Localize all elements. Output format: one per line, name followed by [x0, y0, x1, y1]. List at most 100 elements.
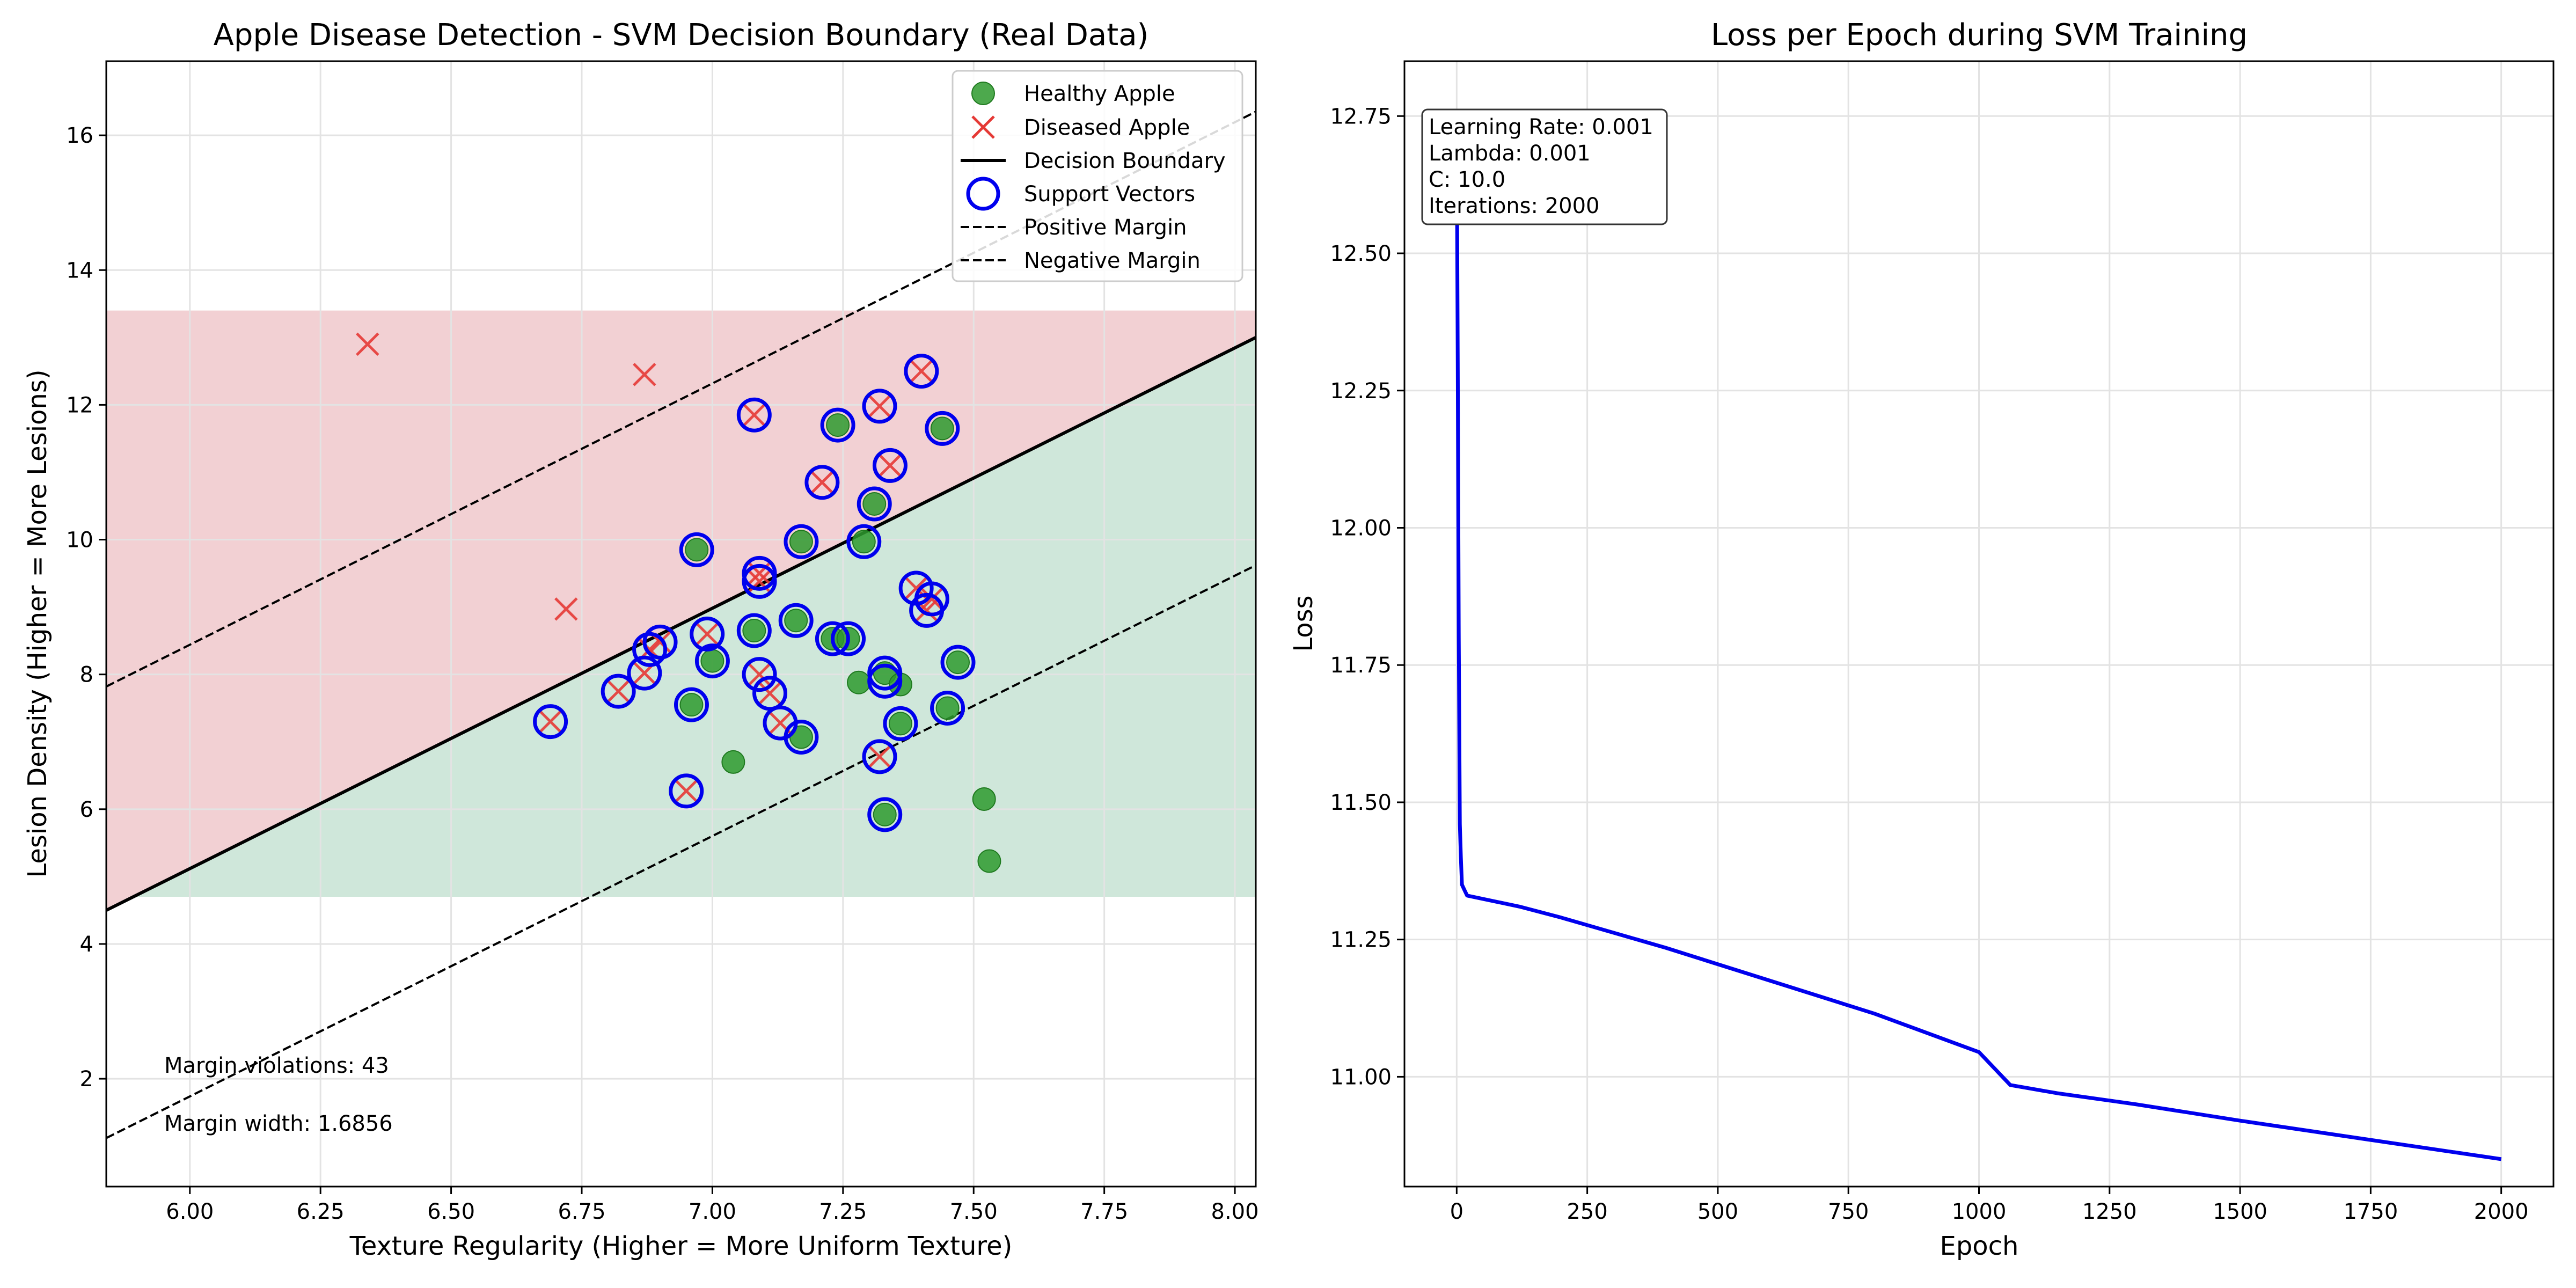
support-vector-ring — [752, 676, 788, 711]
left-x-tick-label: 7.75 — [1080, 1199, 1128, 1224]
left-x-tick-label: 6.25 — [297, 1199, 345, 1224]
support-vector-ring — [742, 657, 777, 692]
left-y-tick-label: 10 — [66, 528, 93, 553]
support-vector-ring — [784, 524, 819, 559]
support-vector-ring — [815, 621, 850, 656]
support-vector-ring — [736, 613, 772, 648]
legend-marker-diseased — [971, 115, 995, 139]
support-vector-ring — [778, 603, 814, 638]
left-x-tick-label: 7.25 — [819, 1199, 867, 1224]
right-y-tick-label: 12.50 — [1330, 241, 1392, 266]
diseased-apple-point — [910, 359, 933, 383]
info-lambda: Lambda: 0.001 — [1429, 141, 1591, 166]
support-vector-ring — [930, 690, 965, 726]
healthy-apple-point — [930, 416, 954, 441]
diseased-apple-point — [606, 679, 630, 703]
support-vector-ring — [904, 354, 939, 389]
right-x-tick-label: 1250 — [2082, 1199, 2137, 1224]
diseased-apple-point — [742, 403, 766, 427]
right-y-tick-label: 11.25 — [1330, 928, 1392, 953]
left-x-tick-label: 7.50 — [950, 1199, 998, 1224]
left-y-tick-label: 8 — [80, 663, 93, 687]
support-vector-ring — [862, 739, 897, 774]
legend-label-support: Support Vectors — [1024, 182, 1195, 207]
legend-frame — [952, 70, 1243, 282]
left-y-tick-label: 4 — [80, 932, 93, 957]
support-vector-ring — [820, 407, 855, 443]
svm-scatter-panel: 6.00 6.25 6.50 6.75 7.00 7.25 7.50 7.75 8.00 2 4 6… — [23, 18, 1259, 1261]
diseased-apple-point — [695, 622, 719, 646]
x-ticks-right: 0 250 500 750 1000 1250 1500 1750 2000 — [1450, 1187, 2529, 1224]
info-learning-rate: Learning Rate: 0.001 — [1429, 115, 1653, 140]
healthy-apple-point — [977, 849, 1001, 873]
right-y-axis-label: Loss — [1289, 595, 1319, 652]
y-ticks-left: 2 4 6 8 10 12 14 16 — [66, 123, 106, 1092]
healthy-apple-point — [679, 693, 704, 717]
negative-margin-line — [106, 564, 1256, 1139]
healthy-apple-point — [862, 492, 887, 516]
legend-label-healthy: Healthy Apple — [1024, 82, 1175, 106]
right-y-tick-label: 12.00 — [1330, 516, 1392, 540]
support-vector-ring — [872, 448, 908, 483]
healthy-apple-point — [852, 530, 876, 554]
margin-width-annotation: Margin width: 1.6856 — [164, 1111, 393, 1136]
healthy-apple-point — [721, 750, 745, 774]
right-chart-title: Loss per Epoch during SVM Training — [1711, 18, 2248, 53]
training-info-frame — [1421, 108, 1668, 225]
healthy-apple-point — [935, 696, 960, 720]
diseased-apple-point — [758, 682, 782, 705]
support-vector-ring — [862, 389, 897, 424]
info-c: C: 10.0 — [1429, 167, 1505, 192]
axes-frame-left — [105, 60, 1257, 1188]
legend-label-positive-margin: Positive Margin — [1024, 215, 1187, 240]
legend: Healthy Apple Diseased Apple Decision Bo… — [952, 70, 1243, 282]
decision-boundary-line — [106, 336, 1256, 912]
diseased-region — [106, 310, 1256, 911]
right-x-tick-label: 500 — [1697, 1199, 1738, 1224]
right-y-tick-label: 11.50 — [1330, 791, 1392, 815]
healthy-apple-point — [888, 712, 912, 736]
right-x-tick-label: 1750 — [2343, 1199, 2398, 1224]
support-vector-ring — [784, 719, 819, 755]
training-info-box: Learning Rate: 0.001 Lambda: 0.001 C: 10… — [1421, 108, 1668, 225]
loss-curve-line — [1454, 116, 2502, 1161]
diseased-apple-point — [920, 587, 944, 611]
right-x-tick-label: 250 — [1567, 1199, 1607, 1224]
left-y-tick-label: 12 — [66, 393, 93, 418]
legend-entry-support: Support Vectors — [966, 177, 1195, 211]
right-y-tick-label: 11.75 — [1330, 653, 1392, 678]
left-x-tick-label: 8.00 — [1211, 1199, 1259, 1224]
diseased-apple-point — [554, 597, 578, 621]
regions-layer — [106, 310, 1256, 911]
support-vector-ring — [679, 532, 714, 567]
legend-label-boundary: Decision Boundary — [1024, 149, 1226, 173]
diseased-apple-point — [810, 471, 834, 494]
right-x-axis-label: Epoch — [1940, 1231, 2019, 1261]
right-y-tick-label: 12.75 — [1330, 104, 1392, 129]
legend-entry-boundary: Decision Boundary — [961, 149, 1226, 173]
y-ticks-right: 11.00 11.25 11.50 11.75 12.00 12.25 12.50 12.75 — [1330, 104, 1404, 1089]
x-ticks-left: 6.00 6.25 6.50 6.75 7.00 7.25 7.50 7.75 8.00 — [166, 1187, 1259, 1224]
healthy-apple-point — [972, 787, 996, 811]
healthy-apple-point — [826, 413, 850, 437]
left-x-tick-label: 6.00 — [166, 1199, 214, 1224]
legend-entry-diseased: Diseased Apple — [971, 115, 1190, 140]
diseased-apple-point — [878, 453, 902, 478]
diseased-apple-point — [674, 779, 698, 803]
left-y-tick-label: 2 — [80, 1067, 93, 1092]
healthy-apple-point — [946, 650, 970, 675]
legend-marker-support — [966, 177, 1000, 211]
support-vector-ring — [736, 397, 772, 433]
legend-entry-healthy: Healthy Apple — [971, 82, 1175, 106]
support-vector-ring — [690, 616, 725, 652]
left-y-axis-label: Lesion Density (Higher = More Lesions) — [23, 369, 53, 877]
support-vector-ring — [642, 624, 678, 660]
healthy-apple-point — [847, 670, 871, 694]
support-vector-ring — [694, 643, 730, 679]
healthy-apple-point — [685, 538, 709, 562]
left-x-axis-label: Texture Regularity (Higher = More Unifor… — [349, 1231, 1013, 1261]
left-x-tick-label: 6.75 — [558, 1199, 605, 1224]
support-vector-ring — [632, 632, 668, 667]
left-y-tick-label: 14 — [66, 258, 93, 283]
